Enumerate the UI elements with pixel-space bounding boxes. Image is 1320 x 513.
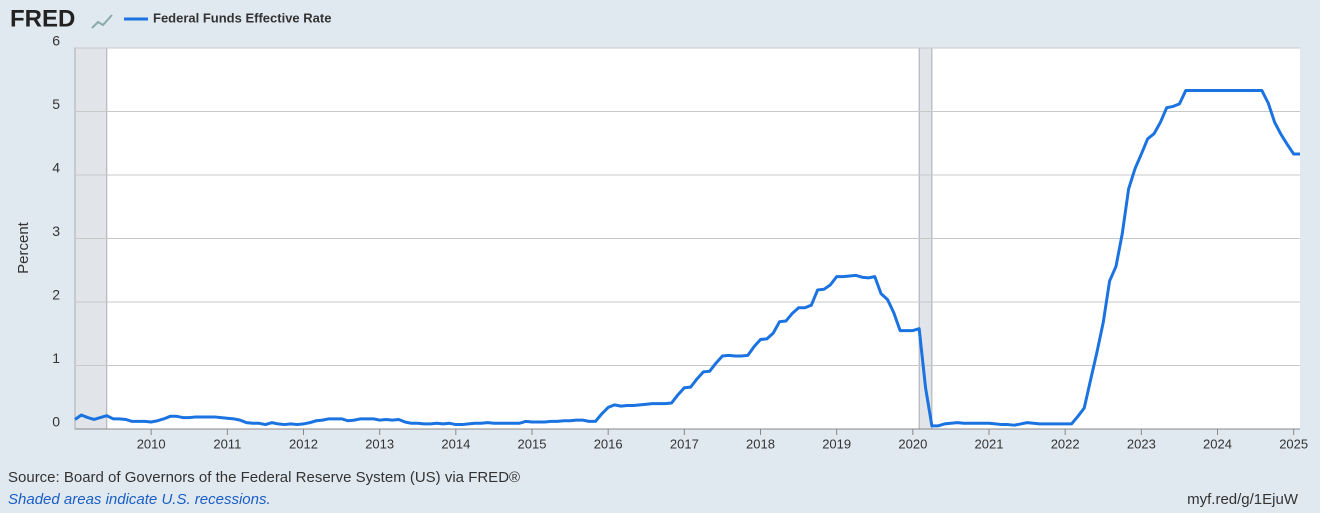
y-tick-label: 6 [52,33,60,49]
x-tick-label: 2015 [518,436,547,451]
y-tick-label: 1 [52,350,60,366]
logo-icon [91,14,113,29]
x-tick-label: 2025 [1279,436,1308,451]
x-tick-label: 2016 [594,436,623,451]
y-tick-label: 2 [52,287,60,303]
y-tick-label: 3 [52,223,60,239]
y-tick-label: 5 [52,96,60,112]
data-line [74,89,1300,428]
recession-note: Shaded areas indicate U.S. recessions. [8,491,271,508]
x-tick-label: 2011 [213,436,241,451]
x-tick-label: 2014 [441,436,470,451]
url: myf.red/g/1EjuW [1187,491,1299,508]
y-axis-label: Percent [15,221,32,274]
legend-label: Federal Funds Effective Rate [153,10,331,25]
logo: FRED [10,5,75,32]
x-tick-label: 2013 [365,436,394,451]
x-tick-label: 2010 [137,436,166,451]
x-tick-label: 2012 [289,436,318,451]
x-tick-label: 2021 [975,436,1004,451]
y-tick-label: 0 [52,414,60,430]
x-tick-label: 2020 [898,436,927,451]
source: Source: Board of Governors of the Federa… [8,469,520,486]
x-tick-label: 2018 [746,436,775,451]
x-tick-label: 2024 [1203,436,1232,451]
y-tick-label: 4 [52,160,60,176]
x-tick-label: 2023 [1127,436,1156,451]
x-tick-label: 2017 [670,436,699,451]
x-tick-label: 2019 [822,436,851,451]
x-tick-label: 2022 [1051,436,1080,451]
